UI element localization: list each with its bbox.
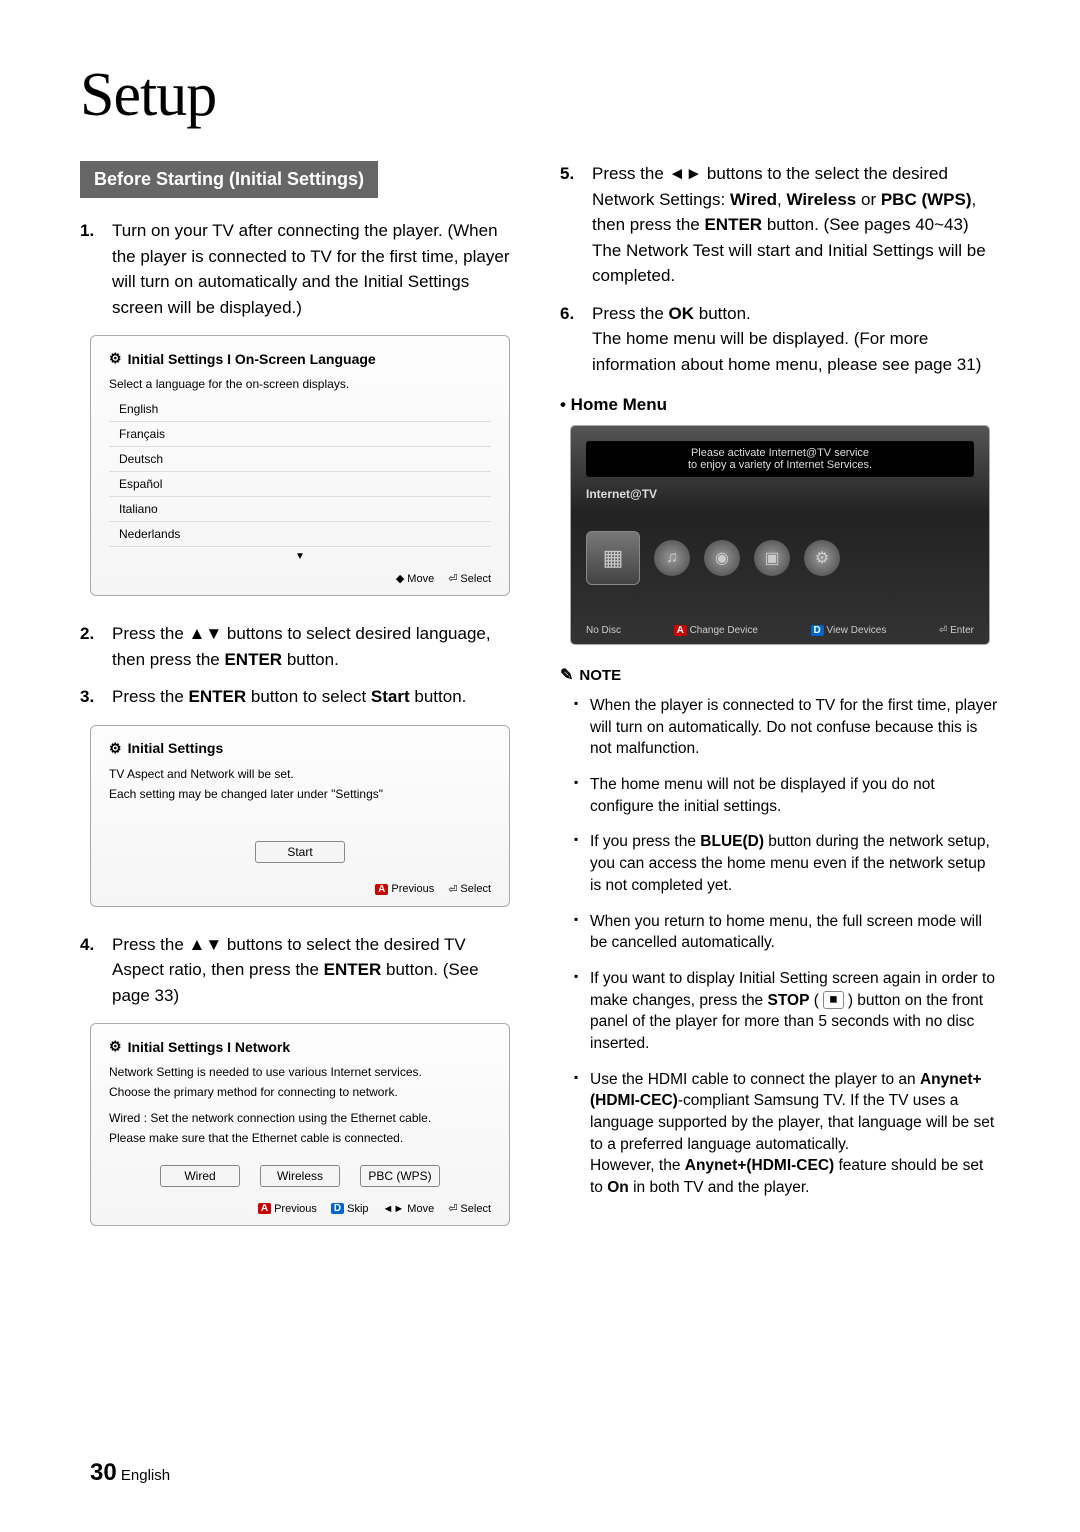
screen-title: Initial Settings I On-Screen Language	[109, 350, 491, 367]
screen-title: Initial Settings	[109, 740, 491, 757]
screen-footer: ◆ Move ⏎ Select	[109, 572, 491, 585]
hm-icon[interactable]: ♫	[654, 540, 690, 576]
page-title: Setup	[80, 60, 1000, 131]
content-columns: Before Starting (Initial Settings) 1. Tu…	[80, 161, 1000, 1251]
page-language: English	[121, 1467, 170, 1484]
wired-button[interactable]: Wired	[160, 1165, 240, 1187]
select-hint: ⏎ Select	[448, 572, 491, 585]
section-header: Before Starting (Initial Settings)	[80, 161, 378, 198]
no-disc-label: No Disc	[586, 625, 621, 636]
note-icon	[560, 665, 573, 685]
screen-line: TV Aspect and Network will be set.	[109, 767, 491, 781]
step-text: Press the ▲▼ buttons to select the desir…	[112, 932, 520, 1009]
gear-icon	[109, 740, 122, 757]
change-device-hint: A Change Device	[674, 625, 758, 636]
note-item: If you press the BLUE(D) button during t…	[574, 831, 1000, 896]
screen-footer: A Previous ⏎ Select	[109, 883, 491, 896]
step-3: 3. Press the ENTER button to select Star…	[80, 684, 520, 710]
gear-icon	[109, 350, 122, 367]
home-menu-header: • Home Menu	[560, 395, 1000, 415]
step-4: 4. Press the ▲▼ buttons to select the de…	[80, 932, 520, 1009]
view-devices-hint: D View Devices	[811, 625, 887, 636]
screen-subtitle: Select a language for the on-screen disp…	[109, 377, 491, 391]
lang-item[interactable]: Deutsch	[109, 447, 491, 472]
hm-icon[interactable]: ▣	[754, 540, 790, 576]
note-item: When the player is connected to TV for t…	[574, 695, 1000, 760]
lang-item[interactable]: Français	[109, 422, 491, 447]
select-hint: ⏎ Select	[448, 883, 491, 896]
lang-item[interactable]: Nederlands	[109, 522, 491, 547]
screen-title: Initial Settings I Network	[109, 1038, 491, 1055]
home-menu-footer: No Disc A Change Device D View Devices ⏎…	[586, 625, 974, 636]
skip-hint: D Skip	[331, 1202, 369, 1215]
screen-initial-settings: Initial Settings TV Aspect and Network w…	[90, 725, 510, 907]
step-5: 5. Press the ◄► buttons to the select th…	[560, 161, 1000, 289]
page-number: 30	[90, 1459, 117, 1486]
start-button[interactable]: Start	[255, 841, 345, 863]
step-1: 1. Turn on your TV after connecting the …	[80, 218, 520, 320]
step-num: 5.	[560, 161, 582, 289]
internet-tv-label: Internet@TV	[586, 487, 974, 501]
home-menu-icons: ▦ ♫ ◉ ▣ ⚙	[586, 531, 974, 585]
step-6: 6. Press the OK button.The home menu wil…	[560, 301, 1000, 378]
home-menu-banner: Please activate Internet@TV service to e…	[586, 441, 974, 477]
lang-item[interactable]: Español	[109, 472, 491, 497]
screen-footer: A Previous D Skip ◄► Move ⏎ Select	[109, 1202, 491, 1215]
step-text: Turn on your TV after connecting the pla…	[112, 218, 520, 320]
screen-line: Each setting may be changed later under …	[109, 787, 491, 801]
previous-hint: A Previous	[258, 1202, 317, 1215]
step-text: Press the ▲▼ buttons to select desired l…	[112, 621, 520, 672]
enter-hint: ⏎ Enter	[939, 625, 974, 636]
gear-icon	[109, 1038, 122, 1055]
step-num: 1.	[80, 218, 102, 320]
step-2: 2. Press the ▲▼ buttons to select desire…	[80, 621, 520, 672]
right-column: 5. Press the ◄► buttons to the select th…	[560, 161, 1000, 1251]
hm-icon[interactable]: ⚙	[804, 540, 840, 576]
move-hint: ◄► Move	[383, 1202, 435, 1215]
screen-network: Initial Settings I Network Network Setti…	[90, 1023, 510, 1226]
hm-icon[interactable]: ◉	[704, 540, 740, 576]
pbc-button[interactable]: PBC (WPS)	[360, 1165, 440, 1187]
screen-line: Please make sure that the Ethernet cable…	[109, 1131, 491, 1145]
wireless-button[interactable]: Wireless	[260, 1165, 340, 1187]
home-menu-screen: Please activate Internet@TV service to e…	[570, 425, 990, 645]
screen-line: Network Setting is needed to use various…	[109, 1065, 491, 1079]
step-num: 6.	[560, 301, 582, 378]
note-item: When you return to home menu, the full s…	[574, 911, 1000, 954]
step-num: 4.	[80, 932, 102, 1009]
network-buttons: Wired Wireless PBC (WPS)	[109, 1165, 491, 1187]
note-item: The home menu will not be displayed if y…	[574, 774, 1000, 817]
note-header: NOTE	[560, 665, 1000, 685]
select-hint: ⏎ Select	[448, 1202, 491, 1215]
note-item: Use the HDMI cable to connect the player…	[574, 1069, 1000, 1199]
previous-hint: A Previous	[375, 883, 434, 896]
page-footer: 30 English	[90, 1459, 170, 1487]
move-hint: ◆ Move	[396, 572, 434, 585]
step-text: Press the ◄► buttons to the select the d…	[592, 161, 1000, 289]
note-item: If you want to display Initial Setting s…	[574, 968, 1000, 1055]
internet-tv-tile[interactable]: ▦	[586, 531, 640, 585]
screen-line: Choose the primary method for connecting…	[109, 1085, 491, 1099]
dropdown-arrow: ▼	[109, 547, 491, 562]
step-text: Press the ENTER button to select Start b…	[112, 684, 520, 710]
note-list: When the player is connected to TV for t…	[560, 695, 1000, 1199]
step-num: 3.	[80, 684, 102, 710]
left-column: Before Starting (Initial Settings) 1. Tu…	[80, 161, 520, 1251]
lang-item[interactable]: English	[109, 397, 491, 422]
screen-line: Wired : Set the network connection using…	[109, 1111, 491, 1125]
lang-item[interactable]: Italiano	[109, 497, 491, 522]
step-num: 2.	[80, 621, 102, 672]
step-text: Press the OK button.The home menu will b…	[592, 301, 1000, 378]
stop-icon: ◼	[823, 991, 843, 1009]
screen-language: Initial Settings I On-Screen Language Se…	[90, 335, 510, 596]
